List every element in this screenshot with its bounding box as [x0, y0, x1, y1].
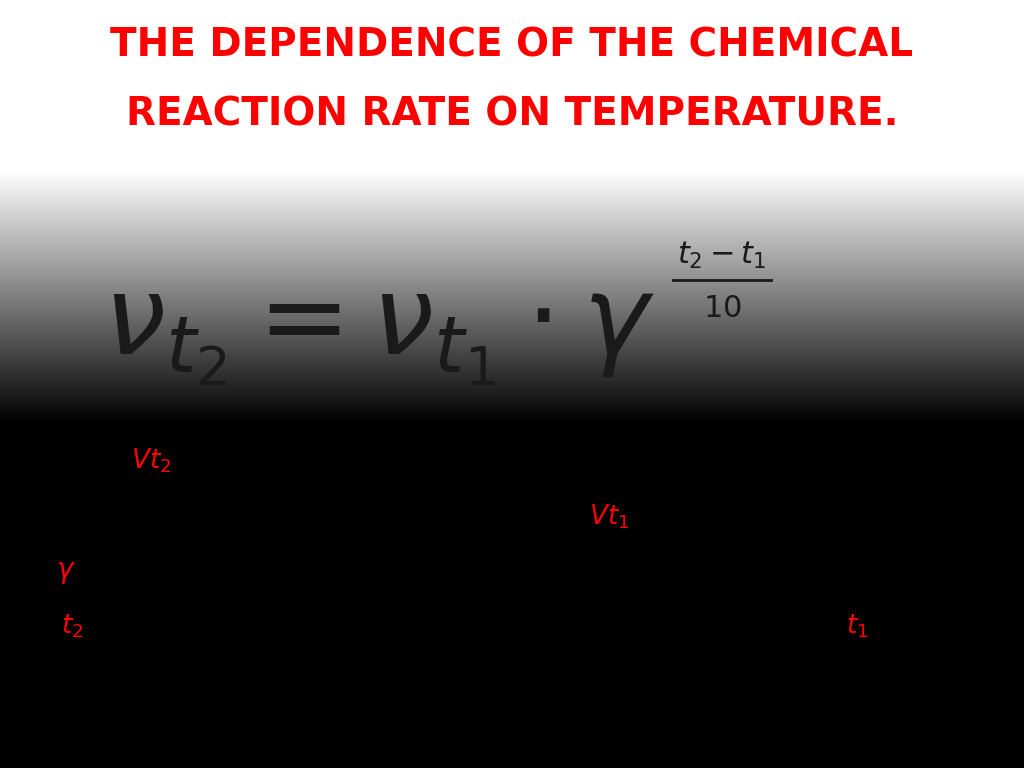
Text: is 10°C higher than the initial speed: is 10°C higher than the initial speed: [20, 502, 506, 528]
Text: – Van't Hoff’s coefficient ;: – Van't Hoff’s coefficient ;: [92, 558, 430, 584]
Text: $\bf\mathit{t_2}$: $\bf\mathit{t_2}$: [61, 613, 84, 641]
Text: THE DEPENDENCE OF THE CHEMICAL: THE DEPENDENCE OF THE CHEMICAL: [111, 27, 913, 65]
Text: $\bf\mathit{Vt_1}$: $\bf\mathit{Vt_1}$: [589, 502, 629, 531]
Text: REACTION RATE ON TEMPERATURE.: REACTION RATE ON TEMPERATURE.: [126, 96, 898, 134]
Text: – rate of a chemical reaction when the temperature: – rate of a chemical reaction when the t…: [202, 447, 886, 473]
Text: $\bf\mathit{Vt_2}$: $\bf\mathit{Vt_2}$: [131, 447, 171, 475]
Text: ;: ;: [650, 502, 659, 528]
Text: $10$: $10$: [702, 293, 741, 324]
Text: $\gamma$: $\gamma$: [56, 558, 76, 585]
Text: $\bf\mathit{t_1}$: $\bf\mathit{t_1}$: [846, 613, 868, 641]
Text: Where: Where: [39, 447, 133, 473]
Text: $t_2-t_1$: $t_2-t_1$: [677, 240, 767, 270]
Text: $\nu_{t_2} = \nu_{t_1} \cdot \gamma$: $\nu_{t_2} = \nu_{t_1} \cdot \gamma$: [102, 280, 655, 388]
Text: – temperature 10°C higher than the initial temperature: – temperature 10°C higher than the initi…: [100, 613, 840, 639]
